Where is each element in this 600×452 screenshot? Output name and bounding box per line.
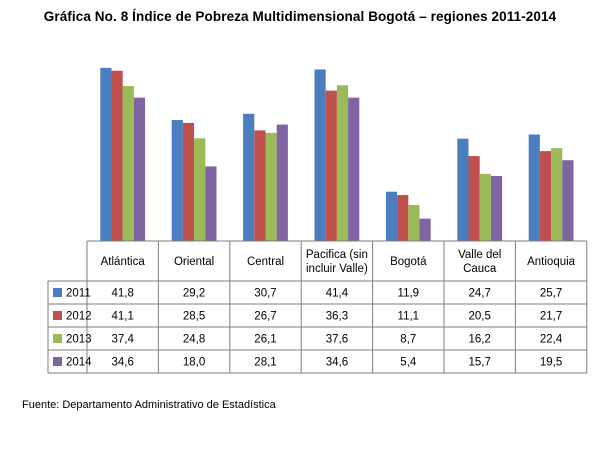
bar-2014-6 — [562, 160, 574, 241]
bar-2014-4 — [419, 218, 431, 241]
data-label-2012-5: 20,5 — [469, 311, 491, 323]
category-label-0-line-0: Atlántica — [101, 256, 146, 268]
data-label-2012-3: 36,3 — [326, 311, 348, 323]
data-label-2012-0: 41,1 — [112, 311, 134, 323]
bar-2012-0 — [111, 70, 123, 241]
bar-2013-5 — [479, 173, 491, 241]
data-label-2014-0: 34,6 — [112, 357, 134, 369]
category-label-4-line-0: Bogotá — [390, 256, 427, 268]
category-label-2-line-0: Central — [247, 256, 284, 268]
data-label-2011-4: 11,9 — [398, 288, 420, 300]
source-note: Fuente: Departamento Administrativo de E… — [22, 399, 276, 411]
data-label-2012-2: 26,7 — [254, 311, 276, 323]
data-label-2014-4: 5,4 — [400, 357, 417, 369]
bar-2012-1 — [182, 122, 195, 241]
bar-2014-0 — [133, 97, 146, 241]
data-label-2014-3: 34,6 — [326, 357, 348, 369]
bar-2011-0 — [100, 67, 112, 241]
data-label-2014-6: 19,5 — [540, 357, 562, 369]
legend-label-2012: 2012 — [66, 311, 92, 323]
category-label-5-line-1: Cauca — [463, 263, 497, 275]
bar-2014-5 — [490, 175, 503, 241]
bar-2013-6 — [551, 148, 563, 241]
bar-2013-0 — [122, 86, 134, 241]
category-label-6-line-0: Antioquia — [527, 256, 576, 268]
legend-label-2013: 2013 — [66, 334, 92, 346]
legend-swatch-2013 — [53, 334, 62, 343]
category-label-3-line-0: Pacifica (sin — [306, 249, 368, 261]
bar-2011-4 — [385, 191, 398, 241]
bar-2011-1 — [171, 120, 183, 241]
data-label-2014-2: 28,1 — [254, 357, 276, 369]
bar-2012-6 — [539, 151, 552, 241]
bar-2011-2 — [243, 113, 255, 241]
bar-2014-1 — [205, 166, 217, 241]
data-label-2013-2: 26,1 — [254, 334, 276, 346]
bar-2013-1 — [194, 138, 206, 241]
bar-2011-3 — [314, 69, 326, 242]
chart-title: Gráfica No. 8 Índice de Pobreza Multidim… — [43, 9, 557, 24]
legend-swatch-2014 — [53, 357, 62, 366]
bar-2013-3 — [336, 85, 349, 241]
data-label-2013-6: 22,4 — [540, 334, 563, 346]
data-label-2012-4: 11,1 — [398, 311, 420, 323]
data-label-2013-4: 8,7 — [400, 334, 416, 346]
bar-2013-2 — [265, 132, 277, 241]
data-label-2014-5: 15,7 — [469, 357, 491, 369]
data-label-2012-1: 28,5 — [183, 311, 205, 323]
bar-2012-3 — [325, 90, 337, 241]
data-label-2013-0: 37,4 — [112, 334, 135, 346]
legend-label-2011: 2011 — [66, 288, 91, 300]
bar-2012-5 — [468, 156, 480, 241]
data-label-2011-0: 41,8 — [112, 288, 134, 300]
legend-swatch-2011 — [53, 288, 62, 297]
data-label-2014-1: 18,0 — [183, 357, 205, 369]
data-label-2011-5: 24,7 — [469, 288, 491, 300]
data-label-2012-6: 21,7 — [540, 311, 562, 323]
bar-2012-2 — [254, 130, 266, 241]
category-label-5-line-0: Valle del — [458, 249, 501, 261]
legend-label-2014: 2014 — [66, 357, 92, 369]
data-label-2011-2: 30,7 — [254, 288, 276, 300]
data-label-2013-3: 37,6 — [326, 334, 348, 346]
bar-2011-6 — [528, 134, 540, 241]
data-label-2011-6: 25,7 — [540, 288, 562, 300]
data-label-2011-3: 41,4 — [326, 288, 349, 300]
category-label-1-line-0: Oriental — [174, 256, 214, 268]
data-label-2011-1: 29,2 — [183, 288, 205, 300]
category-label-3-line-1: incluir Valle) — [306, 263, 368, 275]
data-label-2013-5: 16,2 — [469, 334, 491, 346]
data-label-2013-1: 24,8 — [183, 334, 205, 346]
bar-2014-2 — [276, 124, 288, 241]
bar-2011-5 — [457, 138, 469, 241]
bar-2014-3 — [348, 97, 360, 241]
bar-2012-4 — [397, 195, 409, 241]
legend-swatch-2012 — [53, 311, 62, 320]
bar-2013-4 — [408, 204, 420, 241]
